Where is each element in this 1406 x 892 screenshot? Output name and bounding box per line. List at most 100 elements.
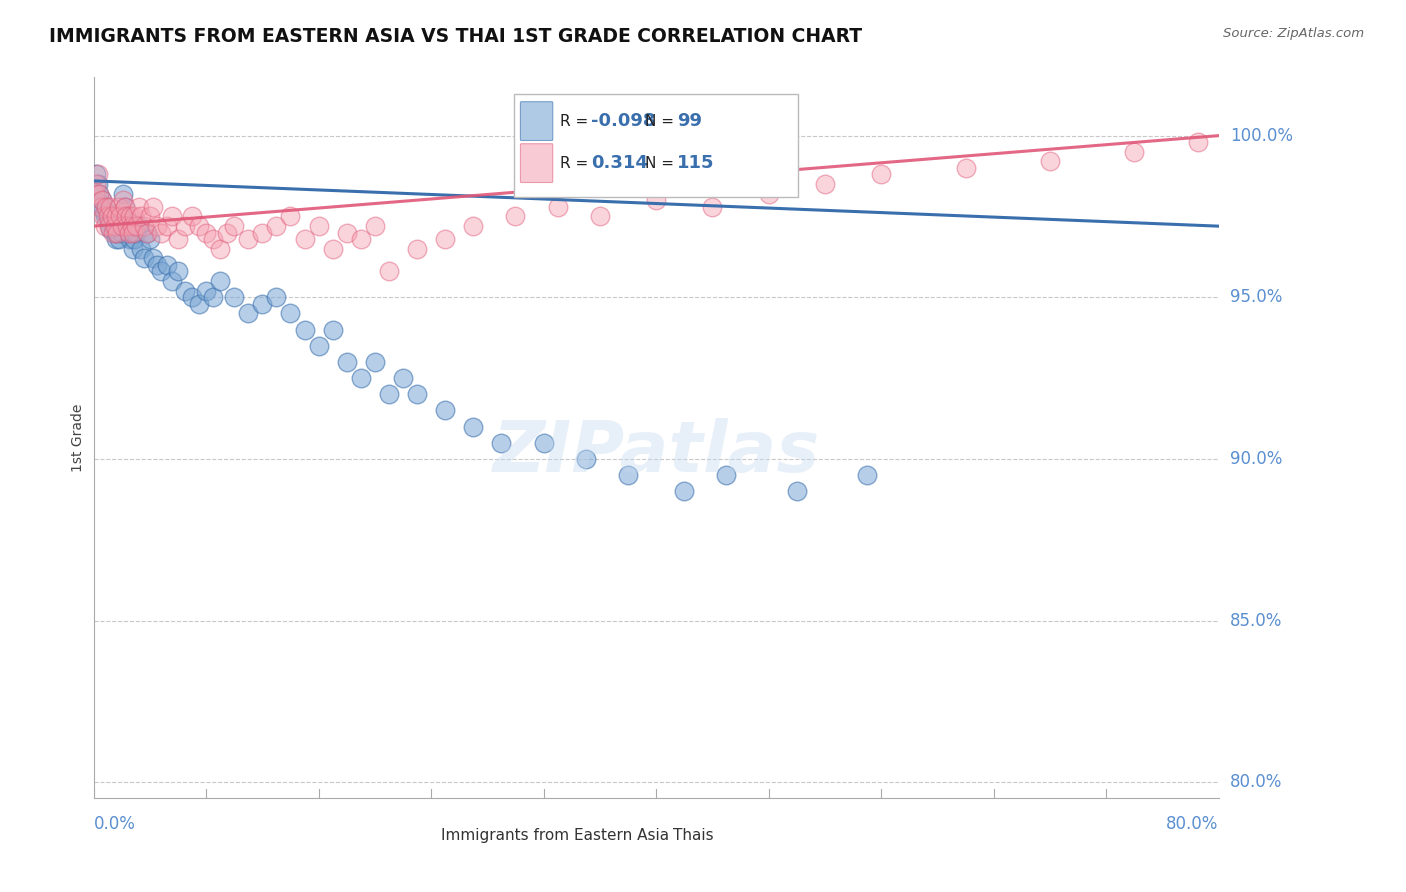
Point: [146, 219, 169, 234]
FancyBboxPatch shape: [515, 94, 799, 197]
Point: [378, 264, 401, 278]
Text: ZIPatlas: ZIPatlas: [492, 418, 820, 487]
Point: [505, 210, 527, 224]
Point: [294, 323, 316, 337]
Point: [98, 219, 121, 234]
Point: [202, 290, 225, 304]
Text: 0.0%: 0.0%: [94, 814, 135, 832]
Point: [1039, 154, 1062, 169]
Text: 0.314: 0.314: [592, 154, 648, 172]
Point: [111, 226, 134, 240]
Point: [463, 219, 485, 234]
Point: [238, 232, 260, 246]
Point: [1187, 135, 1209, 149]
Text: 100.0%: 100.0%: [1230, 127, 1294, 145]
Point: [112, 194, 135, 208]
Point: [336, 355, 359, 369]
Text: 95.0%: 95.0%: [1230, 288, 1282, 306]
Point: [575, 452, 598, 467]
Point: [224, 290, 246, 304]
Point: [105, 232, 128, 246]
Point: [162, 210, 184, 224]
Point: [98, 216, 121, 230]
Text: N =: N =: [645, 113, 679, 128]
Point: [136, 226, 159, 240]
Point: [716, 468, 738, 483]
Point: [378, 387, 401, 401]
Point: [90, 200, 112, 214]
FancyBboxPatch shape: [402, 816, 434, 855]
Point: [142, 252, 165, 266]
Point: [110, 219, 132, 234]
Point: [150, 226, 173, 240]
Point: [104, 219, 127, 234]
Point: [101, 210, 124, 224]
Point: [100, 222, 122, 236]
Point: [142, 200, 165, 214]
Point: [125, 219, 148, 234]
Point: [406, 387, 429, 401]
Y-axis label: 1st Grade: 1st Grade: [72, 404, 86, 472]
Point: [124, 232, 146, 246]
Point: [120, 210, 142, 224]
Point: [114, 200, 136, 214]
Point: [252, 226, 274, 240]
Point: [125, 226, 148, 240]
Point: [115, 210, 138, 224]
Point: [93, 210, 115, 224]
Point: [107, 226, 129, 240]
Point: [120, 232, 142, 246]
Point: [814, 177, 837, 191]
Point: [162, 274, 184, 288]
Point: [112, 186, 135, 201]
Point: [96, 200, 118, 214]
Point: [364, 219, 387, 234]
Text: -0.098: -0.098: [592, 112, 657, 130]
Point: [87, 168, 110, 182]
Point: [617, 468, 640, 483]
Point: [1123, 145, 1146, 159]
Point: [117, 219, 139, 234]
Point: [280, 210, 302, 224]
Point: [702, 200, 724, 214]
Point: [547, 200, 569, 214]
Point: [139, 232, 162, 246]
Point: [209, 242, 232, 256]
Point: [118, 226, 141, 240]
Point: [167, 232, 190, 246]
Point: [89, 186, 111, 201]
Point: [104, 226, 127, 240]
Point: [174, 284, 197, 298]
Point: [156, 258, 179, 272]
Point: [146, 258, 169, 272]
Text: IMMIGRANTS FROM EASTERN ASIA VS THAI 1ST GRADE CORRELATION CHART: IMMIGRANTS FROM EASTERN ASIA VS THAI 1ST…: [49, 27, 862, 45]
Point: [110, 210, 132, 224]
Point: [139, 210, 162, 224]
Text: Thais: Thais: [673, 828, 714, 843]
Point: [100, 200, 122, 214]
Text: 85.0%: 85.0%: [1230, 612, 1282, 630]
Point: [491, 435, 513, 450]
Point: [364, 355, 387, 369]
Point: [91, 194, 114, 208]
Point: [111, 219, 134, 234]
Point: [856, 468, 879, 483]
Point: [97, 206, 120, 220]
Point: [122, 242, 145, 256]
Point: [224, 219, 246, 234]
Point: [134, 252, 156, 266]
FancyBboxPatch shape: [634, 816, 666, 855]
Point: [195, 226, 218, 240]
Text: 115: 115: [678, 154, 714, 172]
Text: R =: R =: [561, 155, 593, 170]
Point: [84, 186, 107, 201]
Point: [336, 226, 359, 240]
Text: 99: 99: [678, 112, 702, 130]
Point: [87, 177, 110, 191]
Point: [114, 200, 136, 214]
Point: [645, 194, 668, 208]
Point: [181, 290, 204, 304]
FancyBboxPatch shape: [520, 102, 553, 140]
Point: [202, 232, 225, 246]
Point: [463, 419, 485, 434]
